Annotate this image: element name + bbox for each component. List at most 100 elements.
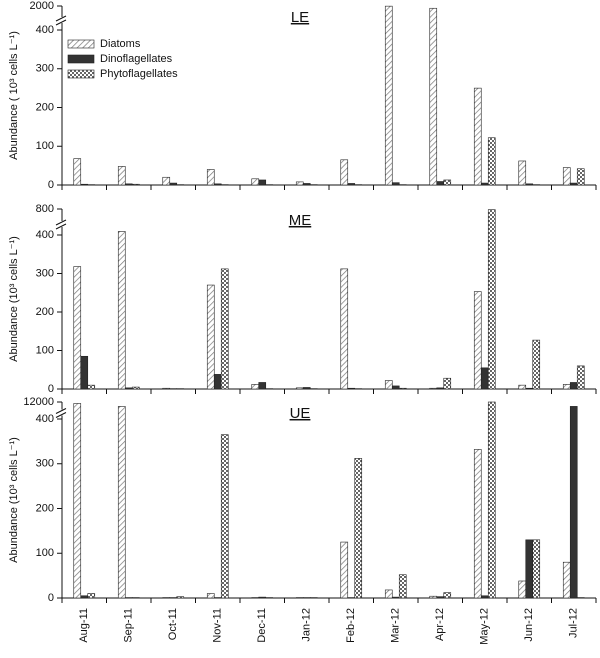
axis-break bbox=[55, 223, 67, 230]
bar bbox=[518, 580, 527, 599]
y-tick-label: 400 bbox=[36, 24, 54, 36]
bar bbox=[169, 182, 178, 186]
bar bbox=[436, 181, 445, 186]
axis-break bbox=[55, 15, 67, 22]
bar bbox=[384, 5, 393, 186]
y-tick-label: 800 bbox=[36, 203, 54, 215]
bar bbox=[176, 596, 185, 599]
bar bbox=[518, 384, 527, 390]
y-tick-label: 12000 bbox=[23, 396, 54, 408]
bar bbox=[258, 179, 267, 186]
bar bbox=[391, 182, 400, 186]
legend-label: Phytoflagellates bbox=[100, 68, 178, 80]
x-tick-label: Feb-12 bbox=[345, 608, 357, 643]
legend-swatch bbox=[67, 69, 95, 79]
bar bbox=[213, 183, 222, 186]
bar bbox=[569, 406, 578, 599]
bar bbox=[206, 169, 215, 186]
bar bbox=[569, 182, 578, 186]
bar bbox=[73, 266, 82, 390]
axis-break-gap bbox=[58, 221, 66, 227]
bar bbox=[525, 539, 534, 599]
y-tick-label: 200 bbox=[36, 502, 54, 514]
bar bbox=[117, 166, 126, 186]
bar bbox=[302, 183, 311, 186]
bar bbox=[124, 387, 133, 390]
bar bbox=[258, 596, 267, 599]
y-tick-label: 0 bbox=[48, 179, 54, 191]
y-tick-label: 300 bbox=[36, 458, 54, 470]
bar bbox=[429, 595, 438, 599]
axis-break bbox=[55, 219, 67, 226]
bar bbox=[532, 339, 541, 390]
bar bbox=[73, 403, 82, 599]
x-tick-label: Jul-12 bbox=[568, 608, 580, 638]
bar bbox=[258, 382, 267, 390]
bar bbox=[480, 367, 489, 390]
bar bbox=[220, 434, 229, 599]
bar bbox=[391, 596, 400, 599]
x-tick-label: Dec-11 bbox=[256, 608, 268, 643]
x-tick-label: Nov-11 bbox=[212, 608, 224, 643]
bar bbox=[473, 291, 482, 390]
axis-break bbox=[55, 19, 67, 26]
panel-title: ME bbox=[289, 212, 312, 229]
x-tick-label: Aug-11 bbox=[78, 608, 90, 643]
y-tick-label: 0 bbox=[48, 592, 54, 604]
y-tick-label: 400 bbox=[36, 229, 54, 241]
bar bbox=[569, 382, 578, 390]
bar bbox=[131, 183, 140, 186]
bar bbox=[80, 355, 89, 390]
bar bbox=[347, 183, 356, 186]
bar bbox=[347, 387, 356, 390]
bar bbox=[117, 406, 126, 599]
bar bbox=[576, 365, 585, 390]
bar bbox=[354, 458, 363, 599]
bar bbox=[473, 449, 482, 599]
bar bbox=[213, 374, 222, 390]
panel-title: UE bbox=[290, 405, 311, 422]
legend-label: Dinoflagellates bbox=[100, 53, 173, 65]
bar bbox=[562, 384, 571, 390]
bar bbox=[525, 183, 534, 186]
bar bbox=[398, 574, 407, 599]
y-axis-label: Abundance (10³ cells L⁻¹) bbox=[8, 236, 20, 362]
bar bbox=[340, 159, 349, 186]
bar bbox=[206, 284, 215, 390]
x-tick-label: Mar-12 bbox=[390, 608, 402, 643]
bar bbox=[429, 387, 438, 390]
y-tick-label: 400 bbox=[36, 413, 54, 425]
bar bbox=[443, 377, 452, 390]
legend-swatch bbox=[67, 54, 95, 64]
bar bbox=[251, 178, 260, 186]
y-tick-label: 200 bbox=[36, 306, 54, 318]
bar bbox=[340, 541, 349, 599]
bar bbox=[480, 182, 489, 186]
bar bbox=[398, 387, 407, 390]
bar bbox=[562, 167, 571, 186]
bar bbox=[295, 387, 304, 390]
bar bbox=[436, 596, 445, 599]
y-axis-label: Abundance ( 10³ cells L⁻¹) bbox=[8, 31, 20, 160]
bar bbox=[124, 183, 133, 186]
bar bbox=[302, 387, 311, 390]
bar bbox=[206, 593, 215, 599]
axis-break bbox=[55, 408, 67, 414]
bar bbox=[131, 386, 140, 390]
bar bbox=[117, 231, 126, 390]
bar bbox=[220, 268, 229, 390]
panel-title: LE bbox=[291, 9, 309, 26]
bar bbox=[80, 183, 89, 186]
y-tick-label: 100 bbox=[36, 344, 54, 356]
bar bbox=[87, 593, 96, 599]
bar bbox=[80, 595, 89, 599]
x-tick-label: Apr-12 bbox=[434, 608, 446, 641]
bar bbox=[429, 7, 438, 186]
x-tick-label: Jan-12 bbox=[301, 608, 313, 642]
bar bbox=[518, 160, 527, 186]
bar bbox=[487, 209, 496, 390]
bar bbox=[162, 387, 171, 390]
y-tick-label: 300 bbox=[36, 267, 54, 279]
bar bbox=[162, 176, 171, 186]
